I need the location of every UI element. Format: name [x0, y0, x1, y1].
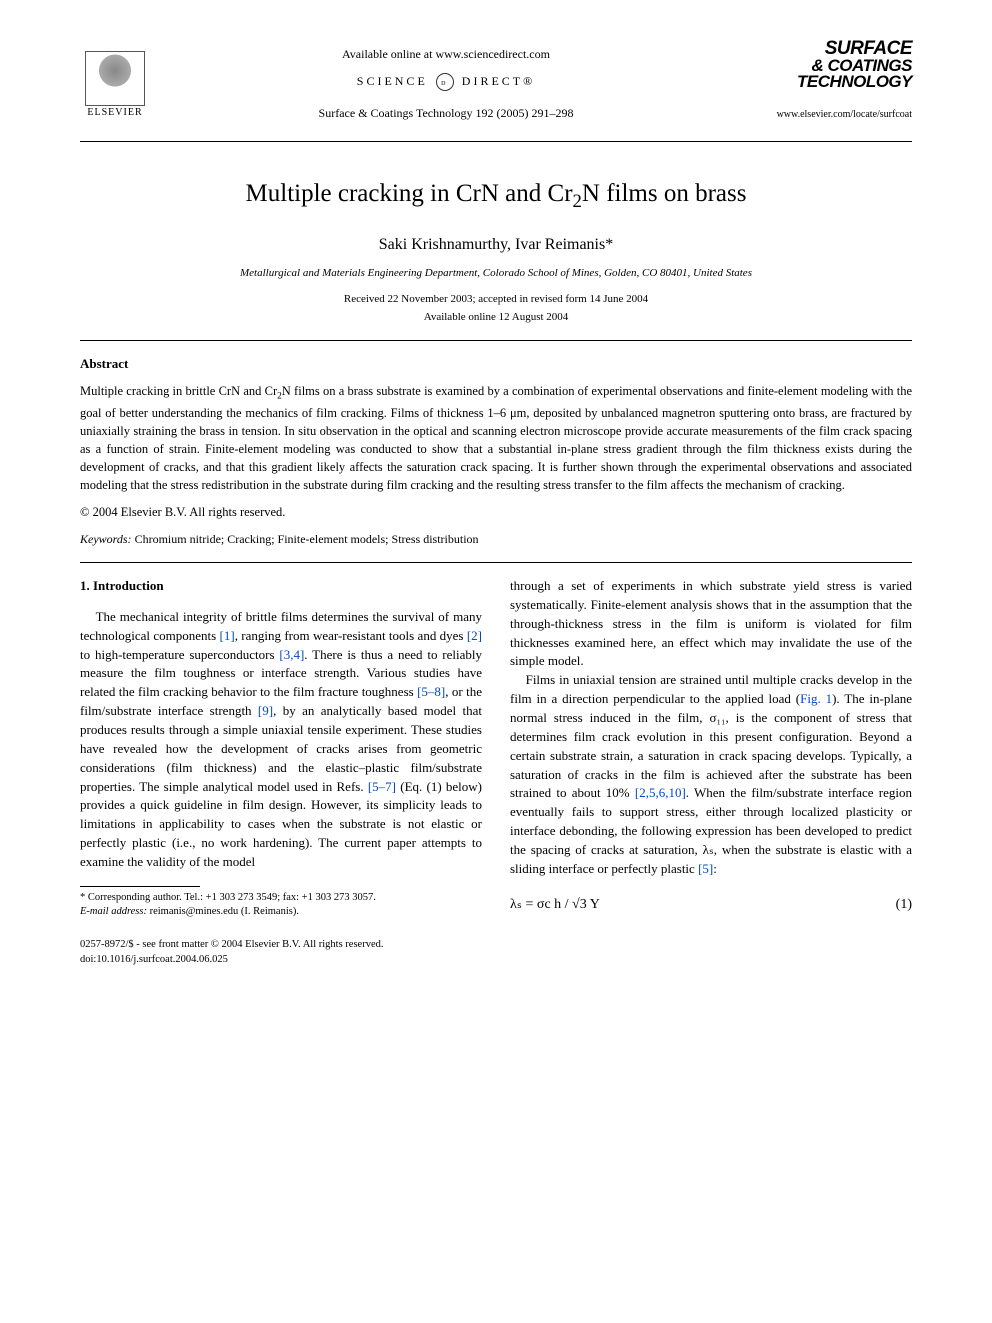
ref-link-5-7[interactable]: [5–7]	[368, 779, 396, 794]
ref-link-5[interactable]: [5]	[698, 861, 713, 876]
email-footnote: E-mail address: reimanis@mines.edu (I. R…	[80, 905, 482, 919]
dates-received: Received 22 November 2003; accepted in r…	[80, 292, 912, 308]
page-header: ELSEVIER Available online at www.science…	[80, 40, 912, 123]
intro-paragraph-right-2: Films in uniaxial tension are strained u…	[510, 671, 912, 878]
email-value: reimanis@mines.edu (I. Reimanis).	[147, 906, 299, 917]
sciencedirect-right: DIRECT®	[462, 74, 535, 88]
ref-link-2[interactable]: [2]	[467, 628, 482, 643]
t: to high-temperature superconductors	[80, 647, 279, 662]
journal-logo-block: SURFACE & COATINGS TECHNOLOGY www.elsevi…	[742, 40, 912, 123]
column-left: 1. Introduction The mechanical integrity…	[80, 577, 482, 967]
journal-reference: Surface & Coatings Technology 192 (2005)…	[150, 105, 742, 122]
elsevier-logo: ELSEVIER	[80, 40, 150, 120]
journal-logo: SURFACE & COATINGS TECHNOLOGY	[742, 40, 912, 90]
corresponding-author-footnote: * Corresponding author. Tel.: +1 303 273…	[80, 891, 482, 905]
sciencedirect-logo: SCIENCE d DIRECT®	[150, 73, 742, 91]
ref-link-5-8[interactable]: [5–8]	[417, 684, 445, 699]
abstract-heading: Abstract	[80, 355, 912, 374]
authors: Saki Krishnamurthy, Ivar Reimanis*	[80, 233, 912, 256]
keywords-text: Chromium nitride; Cracking; Finite-eleme…	[132, 532, 479, 546]
ref-link-9[interactable]: [9]	[258, 703, 273, 718]
elsevier-tree-icon	[85, 51, 145, 106]
affiliation: Metallurgical and Materials Engineering …	[80, 266, 912, 282]
email-label: E-mail address:	[80, 906, 147, 917]
front-matter-line: 0257-8972/$ - see front matter © 2004 El…	[80, 937, 482, 952]
journal-logo-line3: TECHNOLOGY	[742, 74, 912, 90]
ref-link-3-4[interactable]: [3,4]	[279, 647, 304, 662]
intro-paragraph-left: The mechanical integrity of brittle film…	[80, 608, 482, 872]
abstract-pre: Multiple cracking in brittle CrN and Cr	[80, 384, 277, 398]
equation-number: (1)	[896, 895, 912, 915]
doi-line: doi:10.1016/j.surfcoat.2004.06.025	[80, 952, 482, 967]
available-online-text: Available online at www.sciencedirect.co…	[150, 46, 742, 63]
abstract-post: N films on a brass substrate is examined…	[80, 384, 912, 493]
header-center: Available online at www.sciencedirect.co…	[150, 40, 742, 123]
sciencedirect-d-icon: d	[436, 73, 454, 91]
ref-link-1[interactable]: [1]	[220, 628, 235, 643]
body-columns: 1. Introduction The mechanical integrity…	[80, 577, 912, 967]
keywords-label: Keywords:	[80, 532, 132, 546]
abstract-body: Multiple cracking in brittle CrN and Cr2…	[80, 382, 912, 495]
rule-top	[80, 141, 912, 142]
column-right: through a set of experiments in which su…	[510, 577, 912, 967]
abstract-copyright: © 2004 Elsevier B.V. All rights reserved…	[80, 503, 912, 521]
rule-above-abstract	[80, 340, 912, 341]
intro-paragraph-right-1: through a set of experiments in which su…	[510, 577, 912, 671]
elsevier-label: ELSEVIER	[87, 106, 142, 121]
t: :	[713, 861, 717, 876]
title-post: N films on brass	[582, 180, 747, 207]
equation-expression: λₛ = σc h / √3 Y	[510, 895, 600, 915]
ref-link-2-5-6-10[interactable]: [2,5,6,10]	[635, 785, 686, 800]
title-pre: Multiple cracking in CrN and Cr	[246, 180, 573, 207]
t: ). The in-plane normal stress induced in…	[510, 691, 912, 800]
equation-1: λₛ = σc h / √3 Y (1)	[510, 895, 912, 915]
t: , ranging from wear-resistant tools and …	[235, 628, 467, 643]
sciencedirect-left: SCIENCE	[357, 74, 428, 88]
fig-link-1[interactable]: Fig. 1	[800, 691, 832, 706]
footnote-separator	[80, 886, 200, 887]
keywords-line: Keywords: Chromium nitride; Cracking; Fi…	[80, 531, 912, 548]
dates-online: Available online 12 August 2004	[80, 310, 912, 326]
journal-url: www.elsevier.com/locate/surfcoat	[742, 108, 912, 123]
article-title: Multiple cracking in CrN and Cr2N films …	[80, 176, 912, 215]
title-sub: 2	[573, 191, 582, 212]
intro-heading: 1. Introduction	[80, 577, 482, 596]
rule-below-keywords	[80, 562, 912, 563]
